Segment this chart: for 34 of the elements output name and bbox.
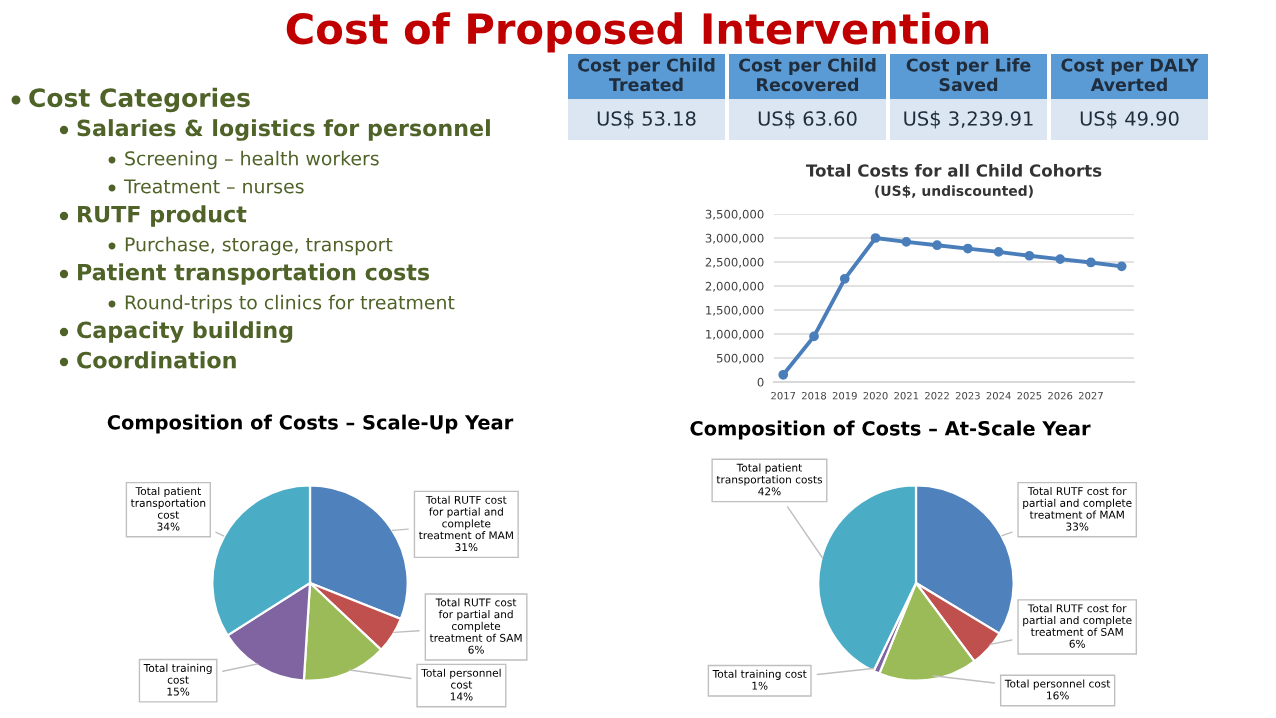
point <box>1116 261 1127 272</box>
chart-title: Composition of Costs – Scale-Up Year <box>107 414 514 434</box>
text: Screening – health workers <box>125 150 379 170</box>
point <box>839 273 850 284</box>
point <box>962 243 973 254</box>
point <box>1055 254 1066 264</box>
text: US$ 49.90 <box>1080 110 1179 129</box>
category-label: Cost per DALY Averted <box>1061 58 1199 92</box>
category-label: Cost per Life Saved <box>906 58 1031 92</box>
point <box>870 233 881 243</box>
text: Cost of Proposed Intervention <box>286 12 989 53</box>
category-label: Cost per Child Treated <box>578 58 715 92</box>
text: Cost Categories <box>29 87 250 113</box>
text: Coordination <box>77 351 236 369</box>
text: RUTF product <box>78 205 247 227</box>
text: Round-trips to clinics for treatment <box>125 294 455 314</box>
chart-title: Composition of Costs – At-Scale Year <box>690 420 1091 440</box>
text: Capacity building <box>77 321 293 343</box>
chart-title: Total Costs for all Child Cohorts <box>805 163 1102 177</box>
text: US$ 3,239.91 <box>904 110 1033 129</box>
point <box>1024 250 1035 261</box>
text: Purchase, storage, transport <box>125 236 393 256</box>
point <box>778 369 789 380</box>
category-label: Cost per Child Recovered <box>739 58 876 92</box>
point <box>809 331 819 342</box>
text: Patient transportation costs <box>78 263 430 285</box>
point <box>993 247 1004 257</box>
point <box>1086 257 1096 268</box>
point <box>901 236 912 247</box>
text: US$ 53.18 <box>597 110 696 129</box>
text: Treatment – nurses <box>123 179 304 194</box>
text: US$ 63.60 <box>758 110 857 129</box>
text: Salaries & logistics for personnel <box>77 119 490 141</box>
point <box>932 240 942 251</box>
